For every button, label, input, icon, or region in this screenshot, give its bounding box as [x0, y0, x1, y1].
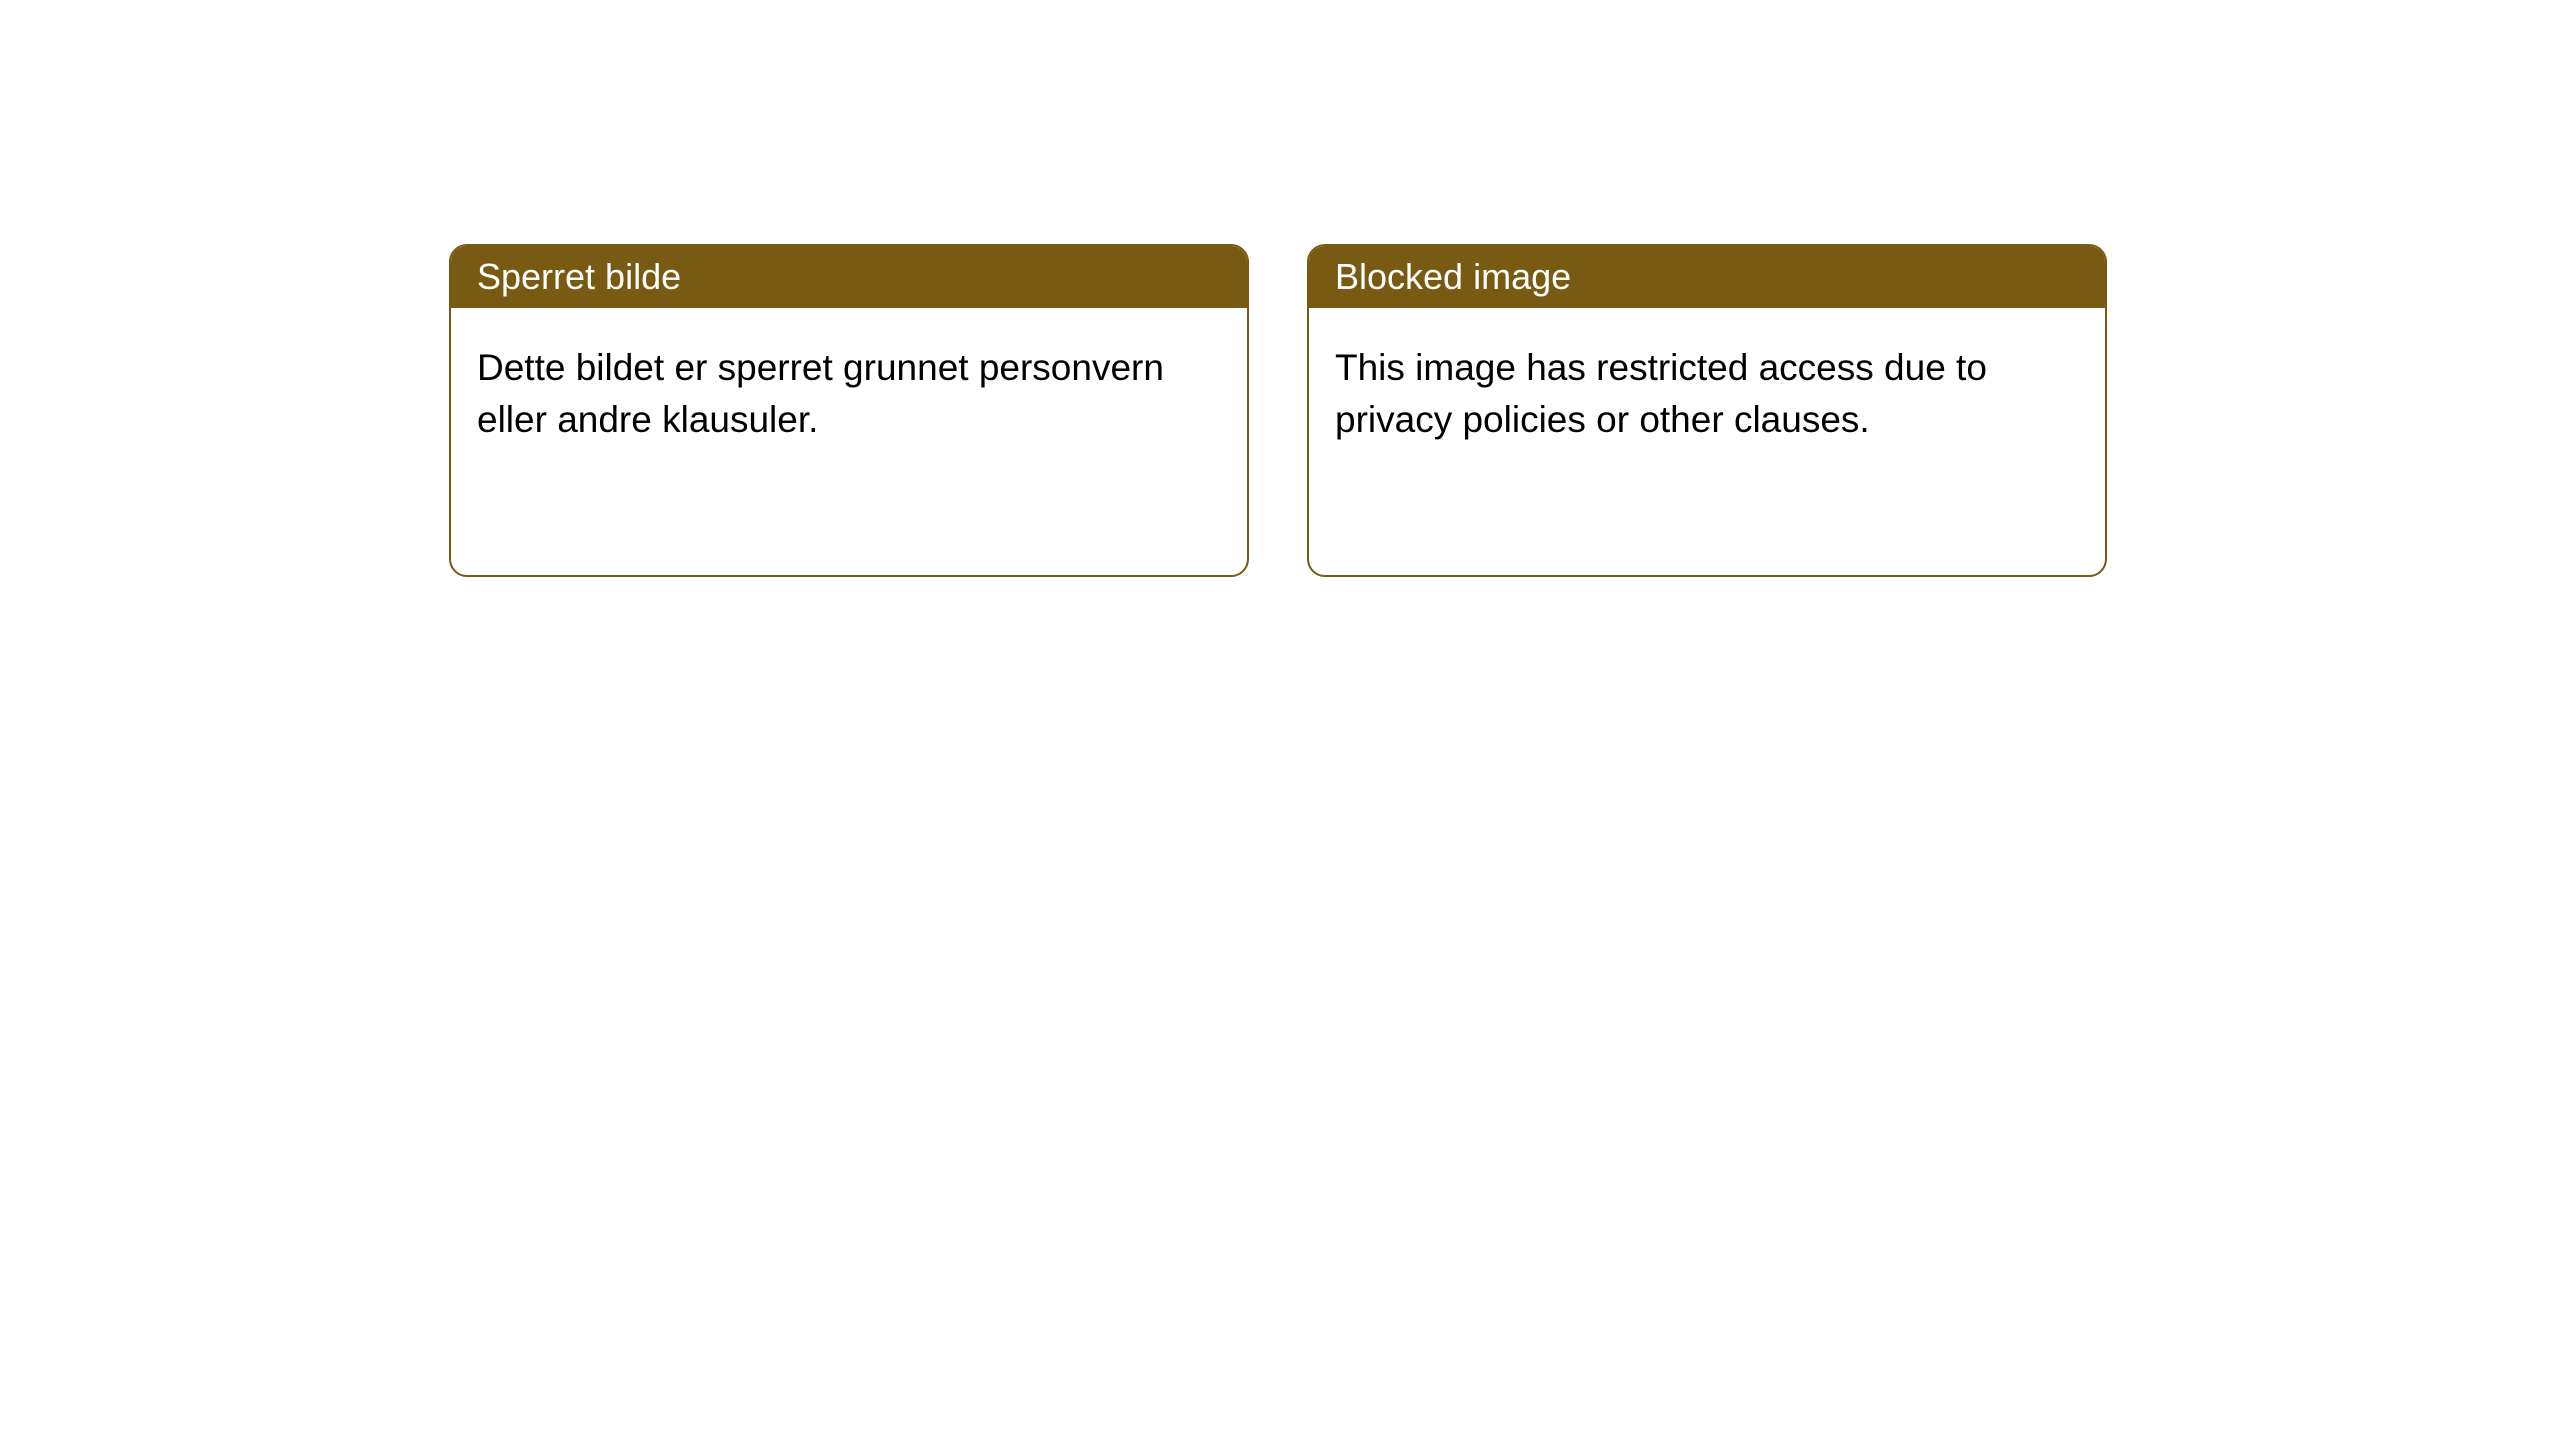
- notice-body: This image has restricted access due to …: [1309, 308, 2105, 480]
- notice-header: Blocked image: [1309, 246, 2105, 308]
- notice-header: Sperret bilde: [451, 246, 1247, 308]
- notice-box-norwegian: Sperret bilde Dette bildet er sperret gr…: [449, 244, 1249, 577]
- notice-container: Sperret bilde Dette bildet er sperret gr…: [449, 244, 2107, 577]
- notice-title: Sperret bilde: [477, 256, 681, 297]
- notice-body-text: Dette bildet er sperret grunnet personve…: [477, 347, 1164, 440]
- notice-box-english: Blocked image This image has restricted …: [1307, 244, 2107, 577]
- notice-title: Blocked image: [1335, 256, 1571, 297]
- notice-body: Dette bildet er sperret grunnet personve…: [451, 308, 1247, 480]
- notice-body-text: This image has restricted access due to …: [1335, 347, 1987, 440]
